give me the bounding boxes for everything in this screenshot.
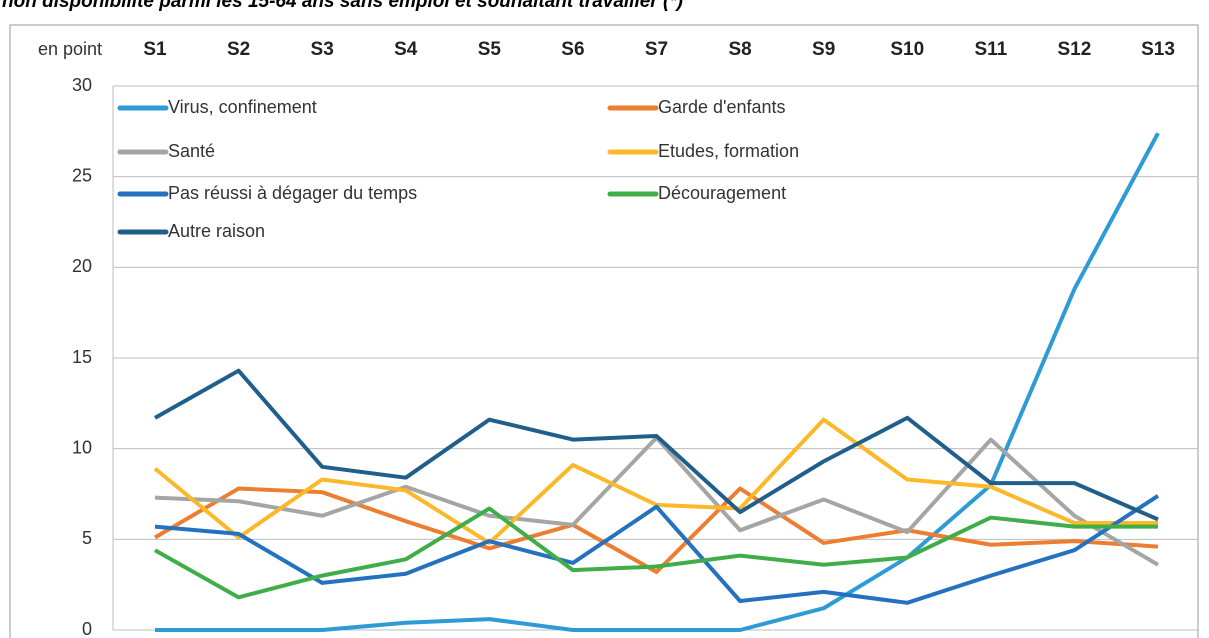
y-tick-label: 15	[72, 347, 92, 367]
x-tick-label: S13	[1141, 39, 1175, 60]
x-tick-label: S2	[227, 39, 250, 60]
x-tick-label: S12	[1058, 39, 1092, 60]
x-tick-label: S3	[311, 39, 334, 60]
y-tick-label: 20	[72, 256, 92, 276]
legend-label: Découragement	[658, 183, 786, 203]
chart-title: non disponibilité parmi les 15-64 ans sa…	[2, 0, 683, 12]
x-tick-label: S6	[561, 39, 584, 60]
x-tick-label: S4	[394, 39, 418, 60]
legend-label: Autre raison	[168, 221, 265, 241]
series-line	[153, 486, 1159, 574]
x-tick-label: S7	[645, 39, 668, 60]
y-axis-label: en point	[38, 39, 102, 59]
x-tick-label: S11	[974, 39, 1007, 60]
chart-border	[9, 24, 1199, 638]
x-tick-label: S9	[812, 39, 835, 60]
legend-label: Etudes, formation	[658, 141, 799, 161]
legend-label: Santé	[168, 141, 215, 161]
series-line	[154, 494, 1160, 605]
y-tick-label: 30	[72, 75, 92, 95]
legend-label: Pas réussi à dégager du temps	[168, 183, 417, 203]
series-line	[154, 368, 1159, 522]
legend-label: Virus, confinement	[168, 97, 317, 117]
x-tick-label: S1	[143, 39, 167, 60]
y-tick-label: 5	[82, 528, 92, 548]
y-tick-label: 10	[72, 437, 92, 457]
x-tick-label: S10	[890, 39, 924, 60]
series-line	[155, 132, 1160, 632]
y-tick-label: 0	[82, 619, 92, 638]
legend-label: Garde d'enfants	[658, 97, 786, 117]
series-line	[154, 506, 1158, 600]
y-tick-label: 25	[72, 165, 92, 185]
x-tick-label: S8	[728, 39, 751, 60]
x-tick-label: S5	[478, 39, 502, 60]
